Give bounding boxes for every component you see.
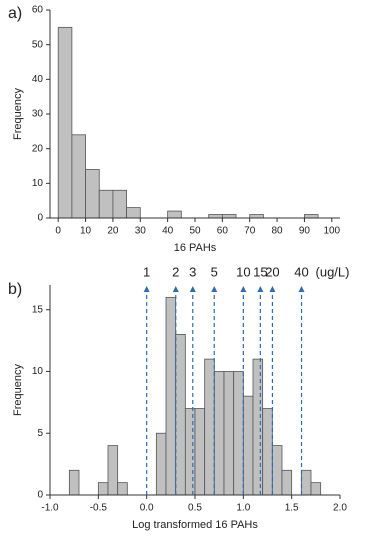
x-tick-label: 90 bbox=[299, 226, 311, 237]
x-tick-label: 60 bbox=[217, 226, 229, 237]
x-tick-label: 80 bbox=[272, 226, 284, 237]
bar bbox=[223, 371, 235, 496]
bar bbox=[242, 395, 254, 496]
annotation-label: 20 bbox=[265, 264, 279, 279]
y-tick-label: 60 bbox=[32, 5, 44, 16]
annotation-label: 15 bbox=[253, 264, 267, 279]
bar bbox=[310, 482, 322, 496]
y-tick-label: 5 bbox=[37, 428, 43, 439]
x-tick-label: -1.0 bbox=[41, 503, 59, 514]
bar bbox=[107, 445, 119, 496]
y-axis-label: Frequency bbox=[12, 88, 24, 140]
bar bbox=[281, 469, 293, 496]
bar bbox=[175, 334, 186, 496]
y-tick-label: 10 bbox=[32, 178, 44, 189]
bar bbox=[304, 214, 319, 219]
bar bbox=[213, 371, 225, 496]
panel-label: a) bbox=[8, 5, 22, 22]
y-tick-label: 15 bbox=[32, 304, 44, 315]
x-tick-label: 70 bbox=[244, 226, 256, 237]
y-tick-label: 0 bbox=[37, 490, 43, 501]
bar bbox=[208, 214, 223, 219]
annotation-label: 2 bbox=[172, 264, 179, 279]
x-tick-label: 1.0 bbox=[236, 503, 250, 514]
y-tick-label: 10 bbox=[32, 366, 44, 377]
bar bbox=[184, 408, 196, 496]
bar bbox=[300, 469, 312, 496]
x-axis-label: 16 PAHs bbox=[174, 242, 217, 254]
x-tick-label: 10 bbox=[80, 226, 92, 237]
bar bbox=[249, 214, 264, 219]
y-tick-label: 50 bbox=[32, 39, 44, 50]
bar bbox=[57, 26, 73, 219]
annotation-label: 40 bbox=[294, 264, 308, 279]
bar bbox=[271, 445, 283, 496]
bar bbox=[117, 482, 128, 496]
bar bbox=[155, 432, 167, 496]
annotation-unit: (ug/L) bbox=[316, 264, 350, 279]
x-tick-label: -0.5 bbox=[90, 503, 108, 514]
annotation-label: 1 bbox=[143, 264, 150, 279]
annotation-label: 3 bbox=[189, 264, 196, 279]
y-tick-label: 30 bbox=[32, 109, 44, 120]
bar bbox=[165, 296, 177, 496]
panel-label: b) bbox=[8, 281, 22, 298]
y-tick-label: 20 bbox=[32, 143, 44, 154]
bar bbox=[252, 358, 264, 496]
bar bbox=[167, 210, 182, 219]
y-axis-label: Frequency bbox=[12, 364, 24, 416]
bar bbox=[68, 469, 80, 496]
x-axis-label: Log transformed 16 PAHs bbox=[132, 519, 258, 531]
y-tick-label: 40 bbox=[32, 74, 44, 85]
x-tick-label: 0.0 bbox=[140, 503, 154, 514]
annotation-label: 5 bbox=[211, 264, 218, 279]
bar bbox=[71, 134, 86, 219]
x-tick-label: 0.5 bbox=[188, 503, 202, 514]
bar bbox=[97, 482, 109, 496]
x-tick-label: 0 bbox=[55, 226, 61, 237]
bar bbox=[204, 358, 215, 496]
bar bbox=[221, 214, 237, 219]
x-tick-label: 1.5 bbox=[285, 503, 299, 514]
bar bbox=[126, 207, 141, 219]
x-tick-label: 2.0 bbox=[333, 503, 347, 514]
x-tick-label: 40 bbox=[162, 226, 174, 237]
bar bbox=[98, 189, 114, 219]
x-tick-label: 50 bbox=[189, 226, 201, 237]
bar bbox=[85, 169, 100, 219]
bar bbox=[262, 408, 273, 496]
y-tick-label: 0 bbox=[37, 213, 43, 224]
bar bbox=[194, 408, 206, 496]
annotation-label: 10 bbox=[236, 264, 250, 279]
bar bbox=[112, 189, 128, 219]
bar bbox=[233, 371, 244, 496]
x-tick-label: 30 bbox=[135, 226, 147, 237]
x-tick-label: 20 bbox=[107, 226, 119, 237]
x-tick-label: 100 bbox=[323, 226, 340, 237]
